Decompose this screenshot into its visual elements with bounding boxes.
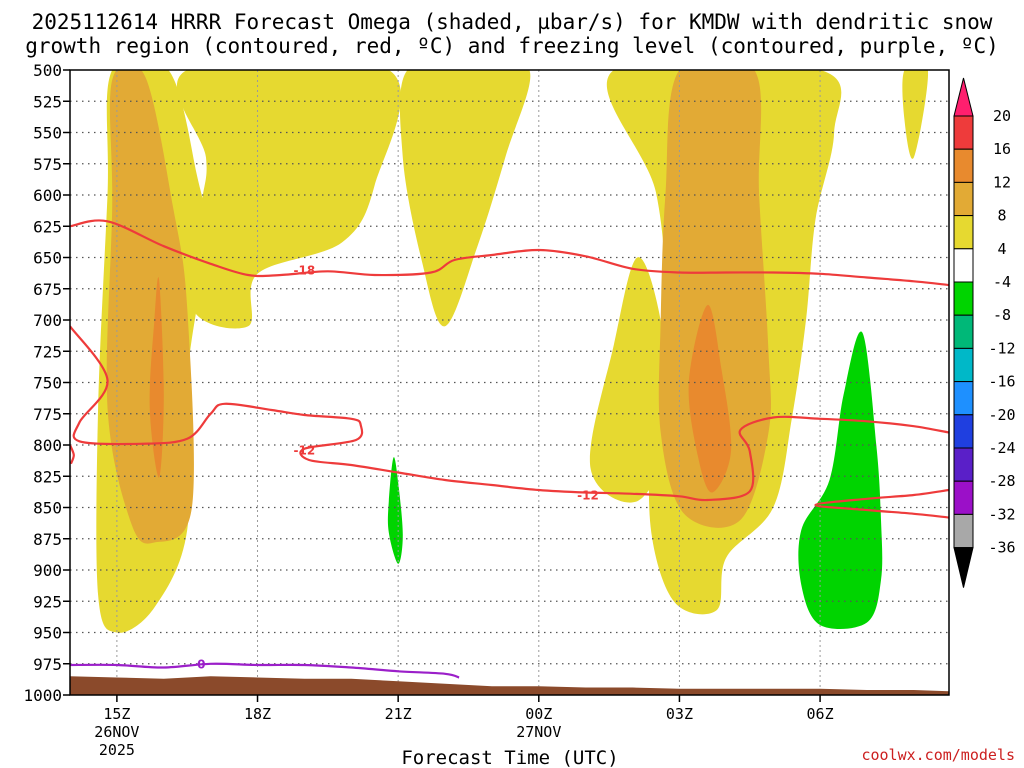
ground-terrain — [70, 676, 949, 695]
x-tick-date-00Z: 27NOV — [516, 723, 561, 741]
y-axis-ticks: 500 525 550 575 600 625 650 675 700 725 750 775 800 8… — [23, 61, 70, 705]
colorbar-segment-4 — [953, 248, 974, 283]
y-tick-label-900: 900 — [33, 561, 62, 580]
dendritic-contour-3 — [70, 444, 75, 465]
y-tick-label-850: 850 — [33, 499, 62, 518]
omega-region-12-9 — [688, 304, 732, 493]
colorbar-segment-7 — [953, 347, 974, 383]
dendritic-contour-2 — [814, 488, 949, 519]
omega-region-4-2 — [399, 70, 531, 327]
x-tick-label-21Z: 21Z — [385, 705, 412, 723]
colorbar-label-10: -24 — [988, 439, 1015, 457]
colorbar-segment-12 — [953, 513, 974, 549]
y-tick-label-525: 525 — [33, 92, 62, 111]
contour-label-2: -12 — [577, 489, 599, 503]
colorbar-label-2: 12 — [993, 173, 1011, 191]
colorbar-segment-10 — [953, 447, 974, 482]
contour-label-4: 0 — [197, 657, 205, 671]
colorbar: 20 16 12 8 4 -4 -8 -12 -16 -20 -24 -28 -32 -36 — [953, 77, 1016, 588]
x-tick-label-00Z: 00Z — [525, 705, 552, 723]
y-tick-label-625: 625 — [33, 217, 62, 236]
freezing-level-contour-4 — [70, 662, 460, 679]
y-tick-label-550: 550 — [33, 124, 62, 143]
y-tick-label-500: 500 — [33, 61, 62, 80]
y-tick-label-975: 975 — [33, 655, 62, 674]
colorbar-segment-5 — [953, 281, 974, 316]
omega-shading — [96, 70, 928, 633]
x-tick-label-03Z: 03Z — [666, 705, 693, 723]
grid-lines — [70, 70, 949, 695]
x-tick-date-15Z: 26NOV — [94, 723, 139, 741]
y-tick-label-925: 925 — [33, 592, 62, 611]
omega-region-4-4 — [589, 257, 672, 503]
colorbar-segment-3 — [953, 215, 974, 250]
y-tick-label-825: 825 — [33, 467, 62, 486]
y-tick-label-675: 675 — [33, 280, 62, 299]
y-tick-label-1000: 1000 — [23, 686, 62, 705]
x-axis-label: Forecast Time (UTC) — [401, 747, 618, 768]
y-tick-label-875: 875 — [33, 530, 62, 549]
colorbar-segment-2 — [953, 181, 974, 217]
colorbar-label-9: -20 — [988, 406, 1015, 424]
colorbar-label-1: 16 — [993, 140, 1011, 158]
y-tick-label-600: 600 — [33, 186, 62, 205]
omega-region-12-8 — [149, 277, 164, 478]
colorbar-label-0: 20 — [993, 107, 1011, 125]
colorbar-label-13: -36 — [988, 539, 1015, 557]
contour-lines — [70, 219, 949, 679]
ground-fill — [70, 676, 949, 695]
colorbar-label-8: -16 — [988, 373, 1015, 391]
omega-region-neg4-10 — [387, 457, 403, 564]
contour-labels: -18 -12 -12 0 — [197, 264, 599, 672]
colorbar-label-3: 8 — [997, 207, 1006, 225]
y-tick-label-725: 725 — [33, 342, 62, 361]
colorbar-label-11: -28 — [988, 472, 1015, 490]
colorbar-segment-8 — [953, 381, 974, 416]
colorbar-label-6: -8 — [993, 306, 1011, 324]
colorbar-segment-1 — [953, 148, 974, 183]
omega-region-4-1 — [176, 70, 401, 329]
y-tick-label-650: 650 — [33, 249, 62, 268]
dendritic-contour-1 — [70, 325, 949, 502]
y-tick-label-700: 700 — [33, 311, 62, 330]
colorbar-label-4: 4 — [997, 240, 1006, 258]
colorbar-segment-6 — [953, 314, 974, 349]
y-tick-label-775: 775 — [33, 405, 62, 424]
colorbar-label-7: -12 — [988, 339, 1015, 357]
x-tick-year-15Z: 2025 — [99, 741, 135, 759]
omega-region-neg4-11 — [798, 331, 883, 630]
y-tick-label-575: 575 — [33, 155, 62, 174]
dendritic-contour-0 — [70, 219, 949, 287]
omega-region-4-5 — [902, 70, 928, 159]
chart-title-line1: 2025112614 HRRR Forecast Omega (shaded, … — [32, 10, 993, 34]
colorbar-segment-0 — [953, 115, 974, 150]
contour-label-0: -18 — [294, 264, 316, 278]
y-tick-label-750: 750 — [33, 374, 62, 393]
colorbar-segment-11 — [953, 480, 974, 515]
x-tick-label-06Z: 06Z — [807, 705, 834, 723]
x-tick-label-15Z: 15Z — [103, 705, 130, 723]
chart-title-line2: growth region (contoured, red, ºC) and f… — [25, 34, 999, 58]
colorbar-bottom-arrow — [953, 547, 974, 588]
y-tick-label-800: 800 — [33, 436, 62, 455]
x-tick-label-18Z: 18Z — [244, 705, 271, 723]
contour-label-1: -12 — [294, 444, 316, 458]
y-tick-label-950: 950 — [33, 624, 62, 643]
colorbar-segment-9 — [953, 414, 974, 449]
colorbar-label-12: -32 — [988, 505, 1015, 523]
omega-region-8-6 — [106, 70, 194, 544]
colorbar-top-arrow — [953, 77, 974, 117]
credit-link[interactable]: coolwx.com/models — [861, 746, 1015, 764]
colorbar-label-5: -4 — [993, 273, 1011, 291]
